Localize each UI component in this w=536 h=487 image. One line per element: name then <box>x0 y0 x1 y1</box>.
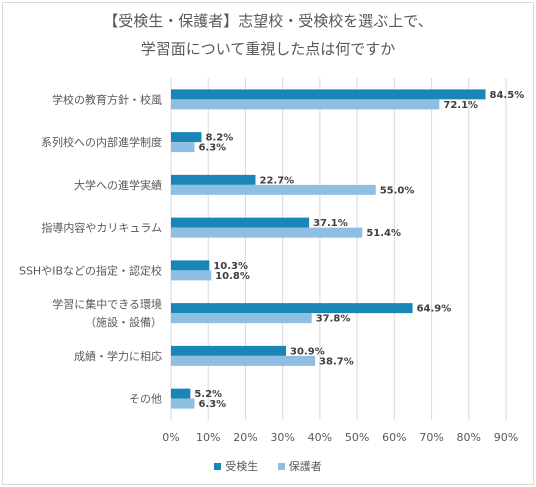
data-label-series-1: 30.9% <box>290 346 325 357</box>
category-label: 学習に集中できる環境 <box>52 297 162 311</box>
bar-series-2 <box>171 313 312 324</box>
category-label: その他 <box>129 393 162 406</box>
data-label-series-1: 84.5% <box>490 90 525 101</box>
bar-series-2 <box>171 99 440 110</box>
legend-label-series-2: 保護者 <box>288 460 322 473</box>
data-label-series-1: 8.2% <box>206 133 234 144</box>
x-tick-label: 10% <box>196 431 220 444</box>
data-label-series-1: 37.1% <box>313 218 348 229</box>
data-label-series-1: 64.9% <box>417 304 452 315</box>
x-tick-label: 80% <box>457 431 481 444</box>
bar-series-1 <box>171 89 486 100</box>
legend-swatch-series-1 <box>214 462 222 470</box>
bar-series-1 <box>171 217 310 228</box>
category-label: 成績・学力に相応 <box>74 349 162 363</box>
bar-series-1 <box>171 174 256 185</box>
x-tick-label: 50% <box>345 431 369 444</box>
bar-series-1 <box>171 303 413 314</box>
data-label-series-2: 55.0% <box>380 185 415 196</box>
bar-series-2 <box>171 227 363 238</box>
legend-swatch-series-2 <box>277 462 285 470</box>
data-label-series-2: 6.3% <box>198 143 226 154</box>
x-tick-label: 0% <box>162 431 179 444</box>
bar-series-1 <box>171 388 191 399</box>
bar-series-2 <box>171 355 316 366</box>
x-tick-label: 90% <box>494 431 518 444</box>
chart-title-line-1: 【受検生・保護者】志望校・受検校を選ぶ上で、 <box>103 12 433 30</box>
data-label-series-2: 72.1% <box>443 100 478 111</box>
x-tick-label: 60% <box>382 431 406 444</box>
legend: 受検生 保護者 <box>0 458 536 474</box>
bar-series-2 <box>171 184 376 195</box>
data-label-series-1: 22.7% <box>259 175 294 186</box>
data-label-series-2: 6.3% <box>198 399 226 410</box>
bar-series-2 <box>171 142 195 153</box>
category-label: 系列校への内部進学制度 <box>41 135 162 149</box>
bar-series-1 <box>171 345 287 356</box>
chart-title-line-2: 学習面について重視した点は何ですか <box>140 40 396 58</box>
bar-series-2 <box>171 270 212 281</box>
legend-item-series-2: 保護者 <box>277 458 322 474</box>
x-tick-label: 70% <box>419 431 443 444</box>
x-tick-label: 40% <box>308 431 332 444</box>
bar-series-2 <box>171 398 195 409</box>
x-tick-label: 30% <box>270 431 294 444</box>
bar-series-1 <box>171 132 202 143</box>
category-label: 大学への進学実績 <box>74 178 162 192</box>
x-tick-label: 20% <box>233 431 257 444</box>
data-label-series-1: 10.3% <box>213 261 248 272</box>
category-label: 学校の教育方針・校風 <box>52 92 162 106</box>
data-label-series-2: 38.7% <box>319 356 354 367</box>
category-label: （施設・設備） <box>85 315 162 329</box>
category-label: 指導内容やカリキュラム <box>41 221 162 235</box>
data-label-series-2: 10.8% <box>215 271 250 282</box>
legend-label-series-1: 受検生 <box>225 460 259 473</box>
category-label: SSHやIBなどの指定・認定校 <box>19 263 162 277</box>
legend-item-series-1: 受検生 <box>214 458 258 474</box>
bar-series-1 <box>171 260 210 271</box>
data-label-series-2: 37.8% <box>316 314 351 325</box>
data-label-series-1: 5.2% <box>194 389 222 400</box>
data-label-series-2: 51.4% <box>366 228 401 239</box>
